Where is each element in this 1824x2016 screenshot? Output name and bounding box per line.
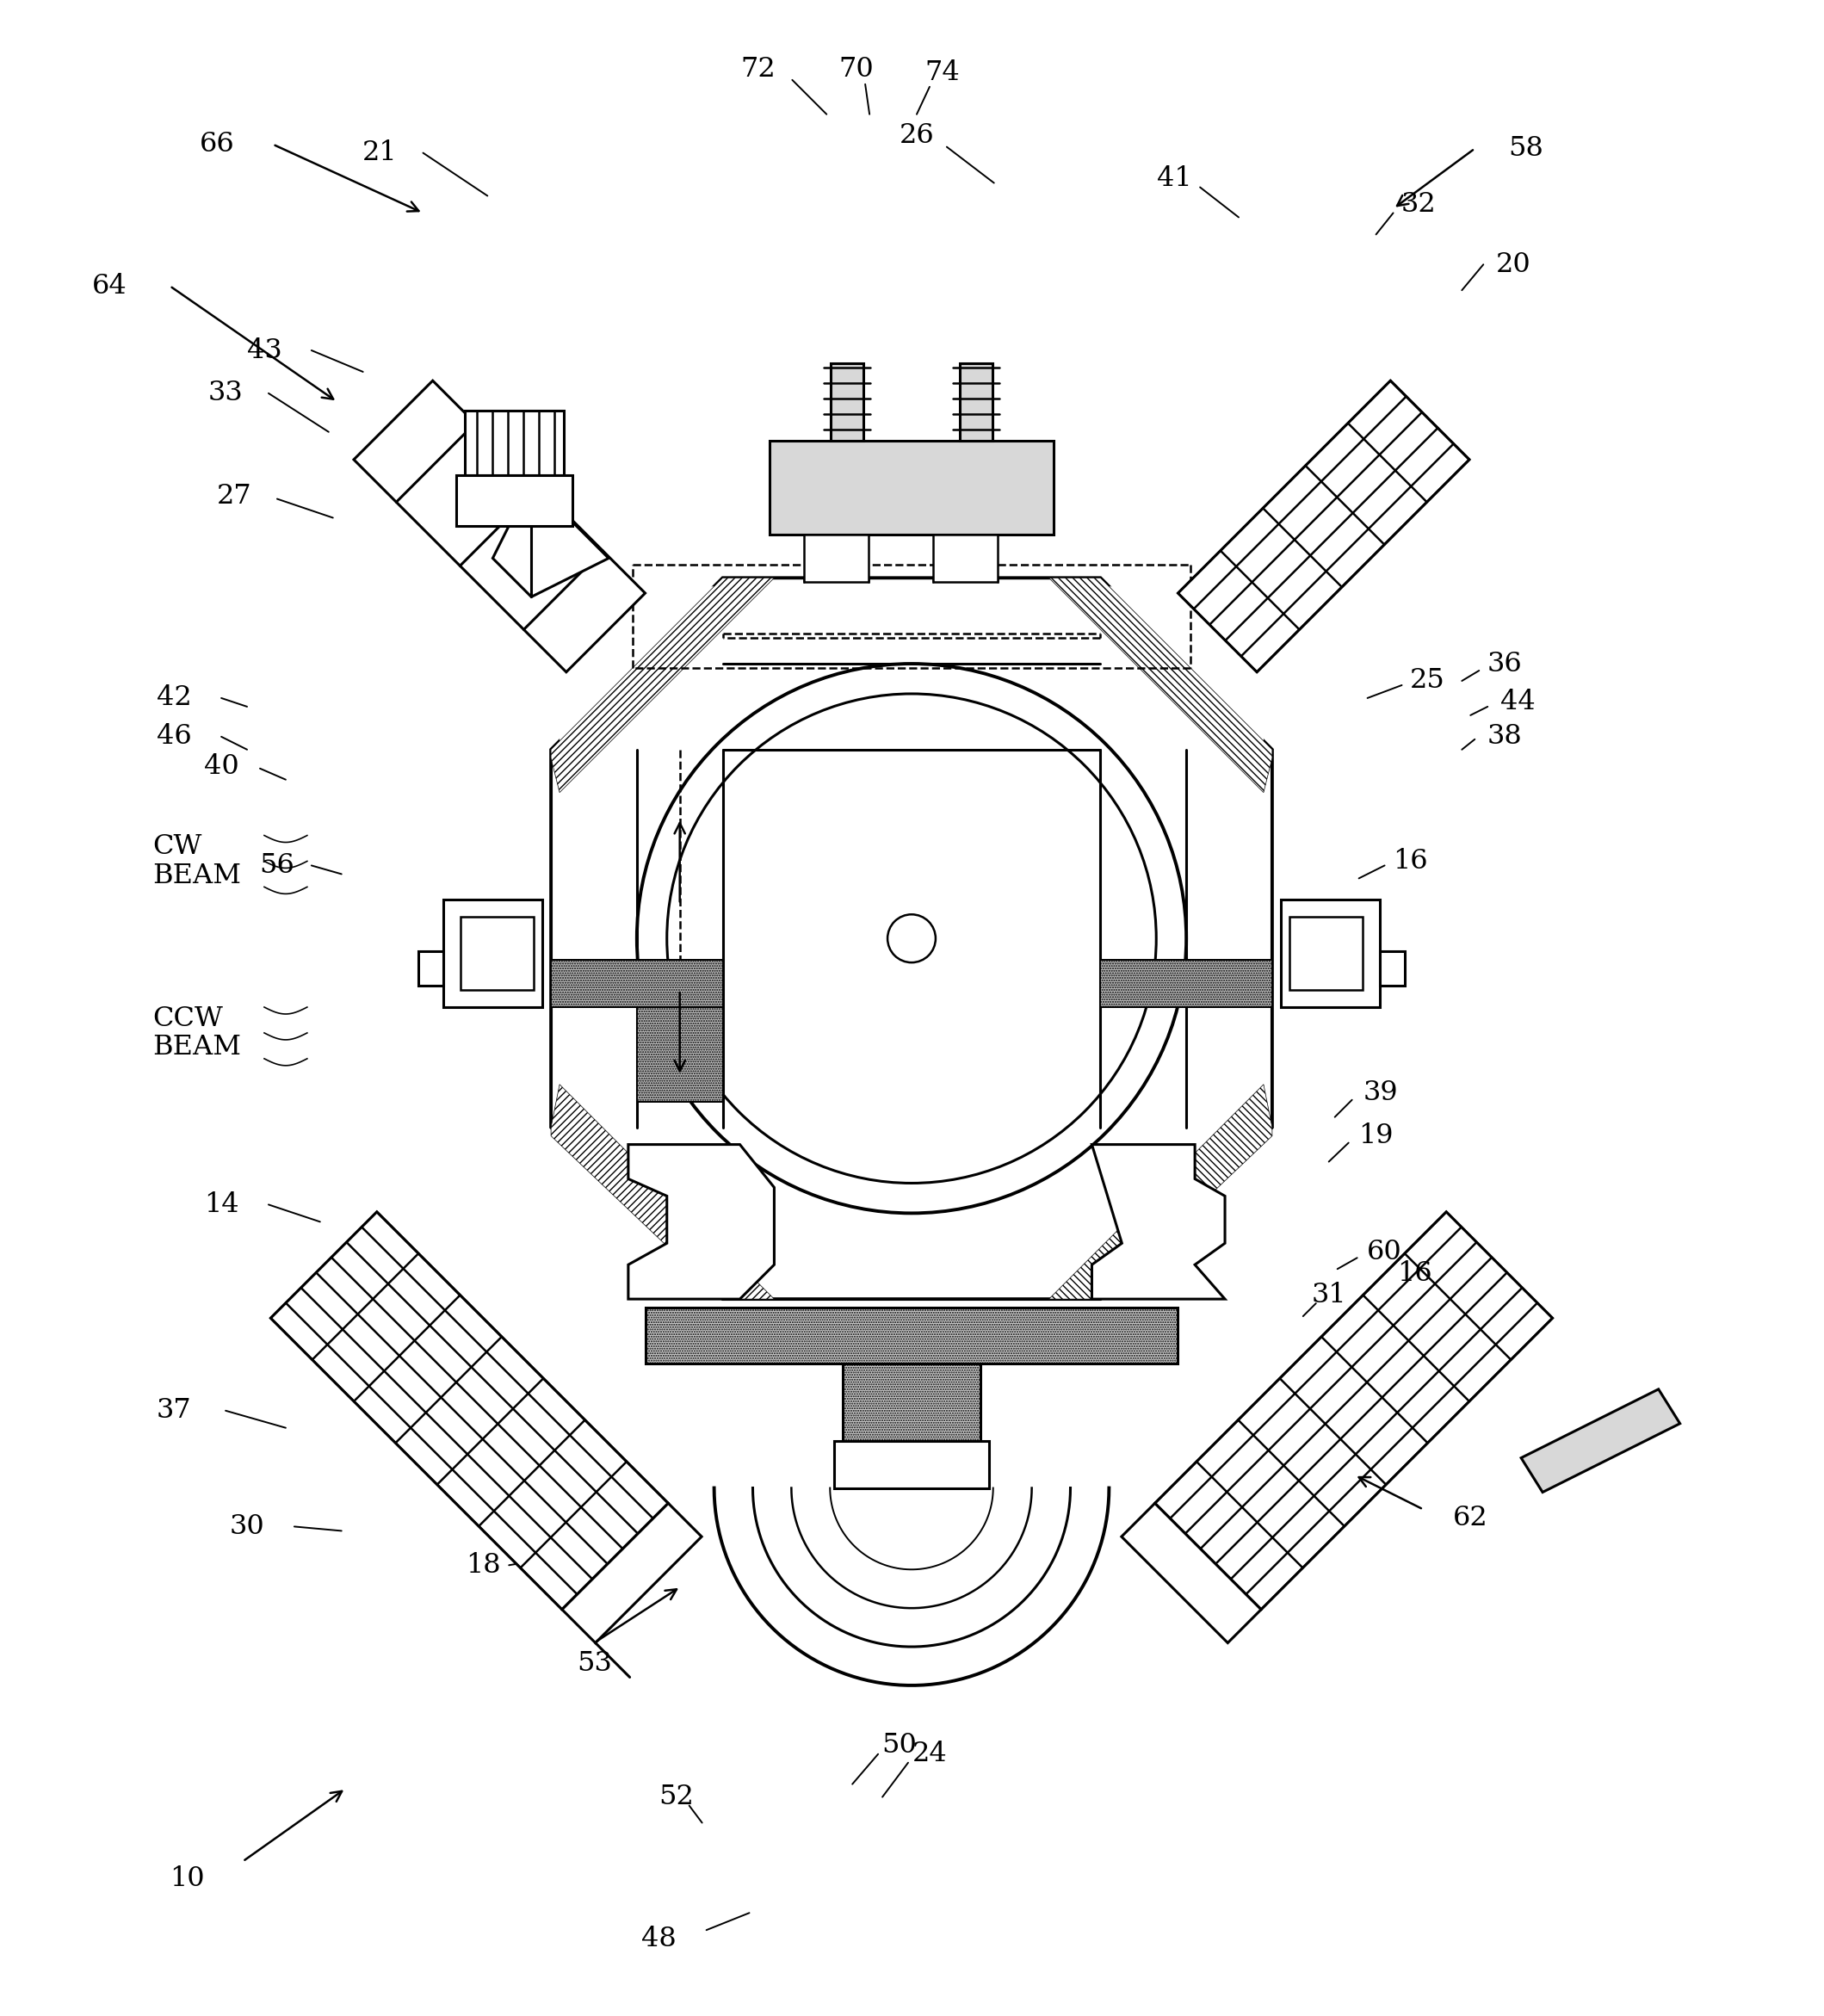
Text: 38: 38 bbox=[1487, 724, 1523, 750]
Text: 39: 39 bbox=[1363, 1081, 1397, 1107]
Text: 16: 16 bbox=[1394, 849, 1428, 875]
Polygon shape bbox=[456, 476, 573, 526]
Text: 72: 72 bbox=[741, 56, 775, 83]
Polygon shape bbox=[1093, 587, 1264, 758]
Text: 52: 52 bbox=[658, 1784, 693, 1810]
Polygon shape bbox=[1379, 952, 1404, 986]
Polygon shape bbox=[1100, 960, 1271, 1008]
Text: 42: 42 bbox=[157, 685, 192, 712]
Text: 26: 26 bbox=[899, 123, 934, 149]
Text: 50: 50 bbox=[883, 1732, 917, 1758]
Text: 44: 44 bbox=[1499, 689, 1536, 716]
Text: 30: 30 bbox=[230, 1514, 264, 1540]
Text: 53: 53 bbox=[576, 1651, 613, 1677]
Polygon shape bbox=[560, 587, 731, 758]
Text: CW
BEAM: CW BEAM bbox=[153, 833, 241, 889]
Text: 16: 16 bbox=[1397, 1260, 1432, 1286]
Polygon shape bbox=[562, 1504, 702, 1643]
Text: 19: 19 bbox=[1359, 1123, 1394, 1149]
Polygon shape bbox=[1122, 1504, 1260, 1643]
Polygon shape bbox=[492, 482, 609, 597]
Text: 58: 58 bbox=[1508, 135, 1543, 161]
Text: CCW
BEAM: CCW BEAM bbox=[153, 1006, 241, 1060]
Text: 74: 74 bbox=[925, 60, 959, 87]
Polygon shape bbox=[832, 363, 863, 442]
Text: 64: 64 bbox=[93, 272, 128, 298]
Text: 25: 25 bbox=[1410, 667, 1445, 694]
Polygon shape bbox=[418, 952, 443, 986]
Polygon shape bbox=[560, 1119, 731, 1290]
Text: 40: 40 bbox=[204, 754, 239, 780]
Polygon shape bbox=[804, 534, 868, 583]
Polygon shape bbox=[551, 579, 773, 792]
Text: 14: 14 bbox=[204, 1191, 239, 1218]
Text: 36: 36 bbox=[1487, 651, 1523, 677]
Text: 46: 46 bbox=[157, 724, 192, 750]
Polygon shape bbox=[551, 960, 722, 1008]
Polygon shape bbox=[646, 1308, 1178, 1363]
Text: 62: 62 bbox=[1454, 1504, 1488, 1532]
Polygon shape bbox=[551, 579, 1271, 1298]
Text: 20: 20 bbox=[1496, 252, 1530, 278]
Text: 33: 33 bbox=[208, 379, 243, 407]
Text: 18: 18 bbox=[465, 1552, 500, 1579]
Polygon shape bbox=[461, 917, 534, 990]
Polygon shape bbox=[1280, 899, 1379, 1008]
Polygon shape bbox=[881, 1445, 941, 1484]
Text: 41: 41 bbox=[1156, 165, 1191, 192]
Text: 10: 10 bbox=[170, 1865, 204, 1891]
Polygon shape bbox=[1178, 381, 1470, 671]
Polygon shape bbox=[354, 381, 646, 671]
Polygon shape bbox=[843, 1363, 979, 1441]
Text: 32: 32 bbox=[1401, 192, 1437, 218]
Polygon shape bbox=[1093, 1119, 1264, 1290]
Polygon shape bbox=[443, 899, 542, 1008]
Polygon shape bbox=[959, 363, 992, 442]
Polygon shape bbox=[627, 1145, 773, 1298]
Text: 66: 66 bbox=[199, 131, 235, 157]
Polygon shape bbox=[1290, 917, 1363, 990]
Polygon shape bbox=[465, 411, 564, 476]
Text: 31: 31 bbox=[1311, 1282, 1346, 1308]
Circle shape bbox=[888, 915, 936, 962]
Polygon shape bbox=[1521, 1389, 1680, 1492]
Polygon shape bbox=[1155, 1212, 1552, 1609]
Polygon shape bbox=[637, 1008, 722, 1101]
Text: 43: 43 bbox=[246, 337, 281, 363]
Polygon shape bbox=[270, 1212, 668, 1609]
Text: 37: 37 bbox=[157, 1397, 192, 1423]
Text: 70: 70 bbox=[839, 56, 874, 83]
Text: 56: 56 bbox=[259, 853, 295, 879]
Polygon shape bbox=[934, 534, 998, 583]
Text: 60: 60 bbox=[1366, 1238, 1403, 1266]
Text: 24: 24 bbox=[912, 1740, 947, 1768]
Text: 48: 48 bbox=[642, 1925, 677, 1951]
Polygon shape bbox=[1049, 1085, 1271, 1298]
Polygon shape bbox=[1093, 1145, 1226, 1298]
Polygon shape bbox=[770, 442, 1052, 534]
Polygon shape bbox=[1049, 579, 1271, 792]
Text: 21: 21 bbox=[363, 139, 398, 165]
Text: 27: 27 bbox=[217, 484, 252, 510]
Polygon shape bbox=[551, 1085, 773, 1298]
Polygon shape bbox=[834, 1441, 989, 1488]
